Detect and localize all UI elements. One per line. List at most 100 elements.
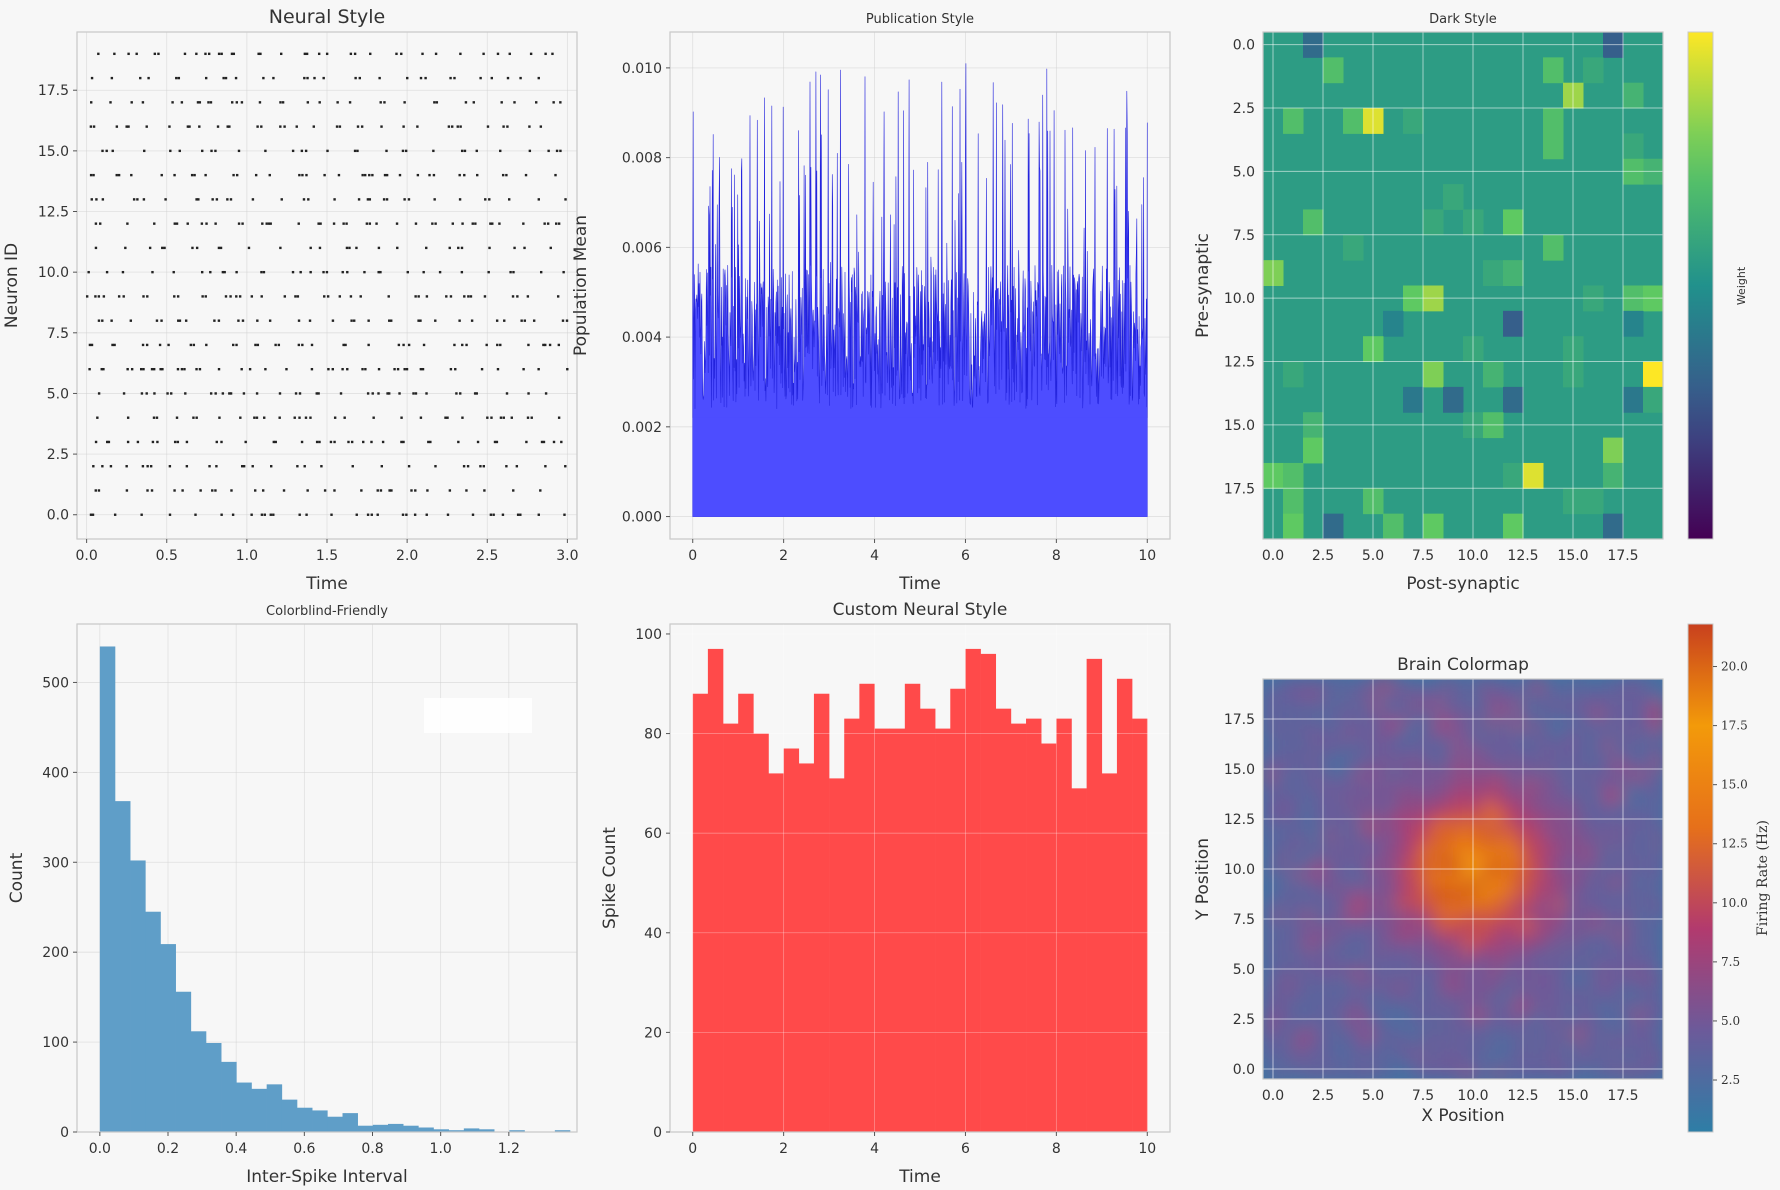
brain-cell xyxy=(1283,989,1294,1000)
brain-cell xyxy=(1613,789,1624,800)
brain-cell xyxy=(1533,1019,1544,1030)
brain-cell xyxy=(1593,689,1604,700)
brain-cell xyxy=(1623,1059,1634,1070)
brain-cell xyxy=(1423,709,1434,720)
brain-cell xyxy=(1553,689,1564,700)
brain-cell xyxy=(1393,1049,1404,1060)
brain-cell xyxy=(1283,769,1294,780)
spike-dot xyxy=(539,270,543,274)
spike-dot xyxy=(416,173,420,177)
spike-dot xyxy=(254,489,257,492)
brain-cell xyxy=(1483,999,1494,1010)
spike-dot xyxy=(487,270,490,274)
brain-cell xyxy=(1323,1019,1334,1030)
spike-dot xyxy=(200,222,204,225)
brain-cell xyxy=(1353,739,1364,750)
brain-cell xyxy=(1463,879,1474,890)
brain-cell xyxy=(1513,909,1524,920)
brain-cell xyxy=(1363,809,1374,820)
brain-cell xyxy=(1303,949,1314,960)
brain-cell xyxy=(1393,879,1404,890)
spike-dot xyxy=(242,465,246,468)
brain-cell xyxy=(1503,759,1514,770)
brain-cell xyxy=(1273,949,1284,960)
brain-cell xyxy=(1313,839,1324,850)
spike-dot xyxy=(447,125,451,128)
brain-cell xyxy=(1393,929,1404,940)
spike-dot xyxy=(483,295,487,298)
brain-cell xyxy=(1393,909,1404,920)
brain-cell xyxy=(1283,789,1294,800)
brain-cell xyxy=(1323,989,1334,1000)
spike-dot xyxy=(513,246,516,250)
spike-dot xyxy=(464,101,468,104)
brain-cell xyxy=(1583,729,1594,740)
spike-dot xyxy=(429,440,432,444)
brain-cell xyxy=(1363,1039,1374,1050)
brain-cell xyxy=(1333,1069,1344,1079)
brain-cell xyxy=(1263,709,1274,720)
brain-cell xyxy=(1653,829,1663,840)
brain-cell xyxy=(1513,1049,1524,1060)
spike-dot xyxy=(407,198,411,201)
brain-cell xyxy=(1413,819,1424,830)
brain-cell xyxy=(1613,739,1624,750)
brain-cell xyxy=(1343,789,1354,800)
spike-dot xyxy=(175,416,179,419)
brain-cell xyxy=(1603,709,1614,720)
raster-panel: 0.0 0.5 1.0 1.5 2.0 2.5 3.00.02.55.07.510.012.… xyxy=(2,6,579,594)
brain-cell xyxy=(1603,1059,1614,1070)
spike-dot xyxy=(169,149,172,153)
brain-cell xyxy=(1623,759,1634,770)
brain-cell xyxy=(1613,999,1624,1010)
spike-dot xyxy=(356,149,359,153)
brain-cell xyxy=(1543,1059,1554,1070)
spike-dot xyxy=(97,319,101,322)
spike-dot xyxy=(516,295,519,298)
brain-cell xyxy=(1273,1009,1284,1020)
brain-cell xyxy=(1453,799,1464,810)
brain-cell xyxy=(1613,899,1624,910)
spike-dot xyxy=(455,392,458,395)
brain-cell xyxy=(1323,969,1334,980)
brain-cell xyxy=(1533,789,1544,800)
spike-dot xyxy=(140,513,143,516)
spike-dot xyxy=(113,52,116,56)
brain-cell xyxy=(1413,779,1424,790)
brain-cell xyxy=(1513,869,1524,880)
brain-cell xyxy=(1473,799,1484,810)
brain-cell xyxy=(1623,959,1634,970)
brain-cell xyxy=(1563,929,1574,940)
brain-cell xyxy=(1323,719,1334,730)
brain-cell xyxy=(1523,889,1534,900)
brain-cell xyxy=(1313,969,1324,980)
y-tick-label: 10.0 xyxy=(38,265,69,281)
spike-dot xyxy=(515,465,519,468)
brain-cell xyxy=(1623,849,1634,860)
spike-dot xyxy=(379,270,382,274)
spike-dot xyxy=(88,367,91,371)
brain-cell xyxy=(1573,969,1584,980)
brain-cell xyxy=(1513,829,1524,840)
brain-cell xyxy=(1653,679,1663,690)
x-tick-label: 8 xyxy=(1052,1141,1061,1157)
spike-dot xyxy=(262,76,265,80)
brain-cell xyxy=(1433,809,1444,820)
spike-dot xyxy=(231,101,234,104)
brain-cell xyxy=(1293,979,1304,990)
spike-dot xyxy=(235,343,238,347)
brain-cell xyxy=(1293,1029,1304,1040)
brain-cell xyxy=(1543,979,1554,990)
brain-cell xyxy=(1343,739,1354,750)
brain-cell xyxy=(1283,779,1294,790)
spike-dot xyxy=(496,367,500,371)
spike-dot xyxy=(148,246,152,250)
brain-cell xyxy=(1333,959,1344,970)
brain-cell xyxy=(1443,809,1454,820)
brain-cell xyxy=(1623,789,1634,800)
brain-cell xyxy=(1463,959,1474,970)
spike-dot xyxy=(160,319,163,322)
spike-dot xyxy=(125,465,128,468)
brain-cell xyxy=(1583,979,1594,990)
brain-cell xyxy=(1493,759,1504,770)
